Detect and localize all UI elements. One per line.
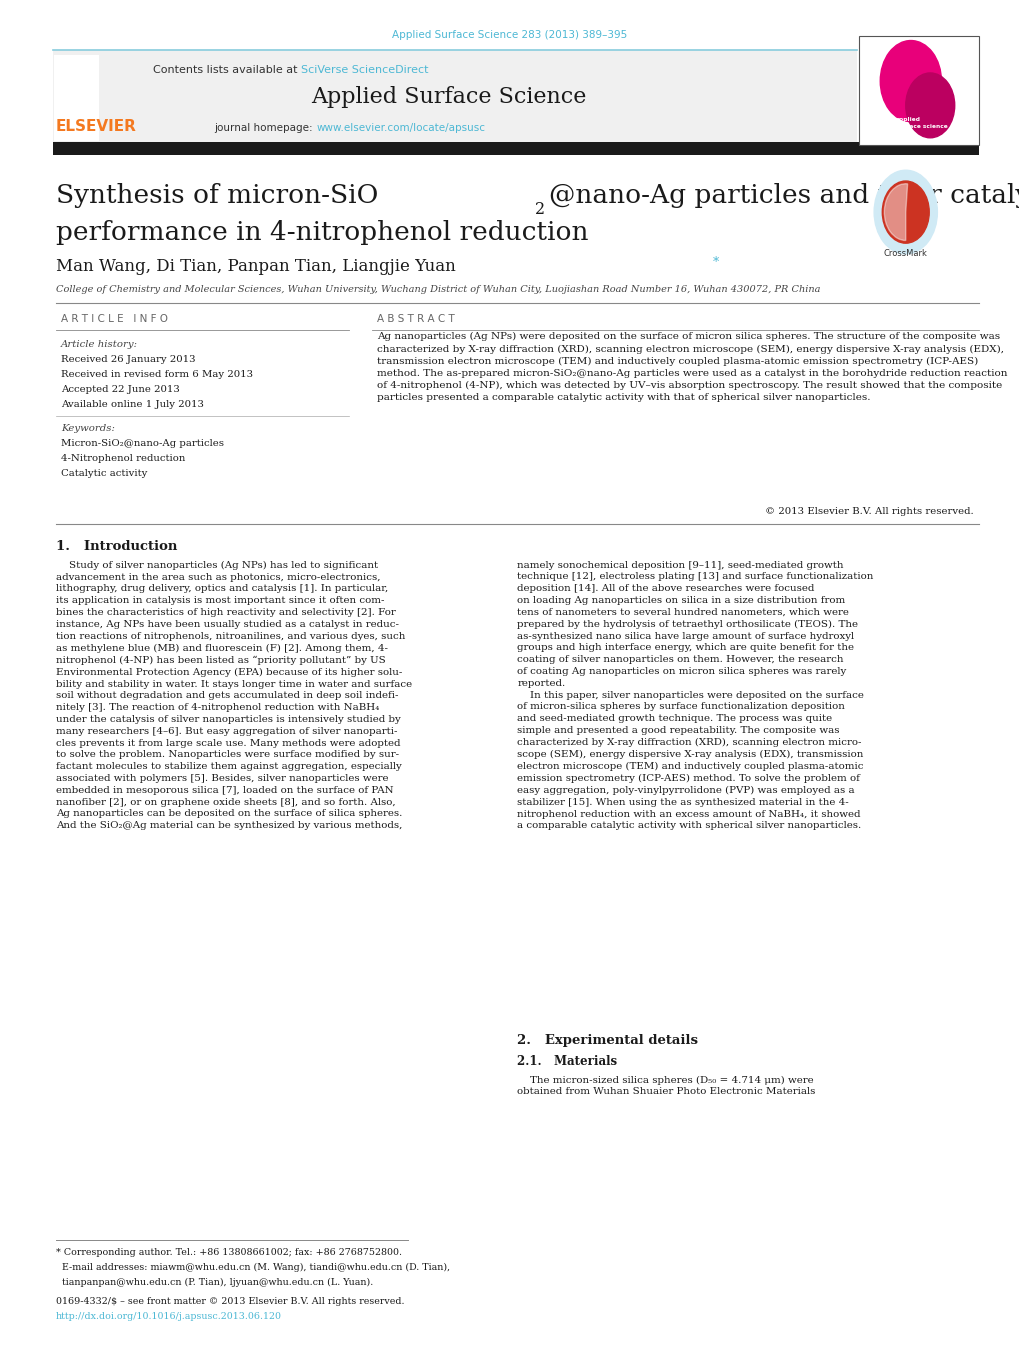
Text: tianpanpan@whu.edu.cn (P. Tian), ljyuan@whu.edu.cn (L. Yuan).: tianpanpan@whu.edu.cn (P. Tian), ljyuan@… bbox=[56, 1278, 373, 1288]
Text: Available online 1 July 2013: Available online 1 July 2013 bbox=[61, 400, 204, 409]
Text: 2.1.   Materials: 2.1. Materials bbox=[517, 1055, 616, 1069]
Text: 0169-4332/$ – see front matter © 2013 Elsevier B.V. All rights reserved.: 0169-4332/$ – see front matter © 2013 El… bbox=[56, 1297, 405, 1306]
Text: Catalytic activity: Catalytic activity bbox=[61, 469, 148, 478]
Text: The micron-sized silica spheres (D₅₀ = 4.714 μm) were
obtained from Wuhan Shuaie: The micron-sized silica spheres (D₅₀ = 4… bbox=[517, 1075, 815, 1096]
Text: A R T I C L E   I N F O: A R T I C L E I N F O bbox=[61, 313, 168, 324]
FancyBboxPatch shape bbox=[54, 55, 99, 141]
Circle shape bbox=[881, 181, 928, 243]
Text: A B S T R A C T: A B S T R A C T bbox=[377, 313, 454, 324]
Text: 2: 2 bbox=[534, 201, 544, 218]
Text: Contents lists available at: Contents lists available at bbox=[153, 65, 301, 76]
Circle shape bbox=[879, 41, 941, 122]
Text: applied
surface science: applied surface science bbox=[895, 118, 947, 128]
Text: College of Chemistry and Molecular Sciences, Wuhan University, Wuchang District : College of Chemistry and Molecular Scien… bbox=[56, 285, 820, 293]
FancyBboxPatch shape bbox=[858, 36, 978, 145]
Text: *: * bbox=[712, 255, 718, 269]
Text: E-mail addresses: miawm@whu.edu.cn (M. Wang), tiandi@whu.edu.cn (D. Tian),: E-mail addresses: miawm@whu.edu.cn (M. W… bbox=[56, 1263, 449, 1273]
Text: 2.   Experimental details: 2. Experimental details bbox=[517, 1034, 697, 1047]
Text: www.elsevier.com/locate/apsusc: www.elsevier.com/locate/apsusc bbox=[316, 123, 485, 134]
Text: Man Wang, Di Tian, Panpan Tian, Liangjie Yuan: Man Wang, Di Tian, Panpan Tian, Liangjie… bbox=[56, 258, 455, 274]
Text: Keywords:: Keywords: bbox=[61, 424, 115, 434]
Text: Accepted 22 June 2013: Accepted 22 June 2013 bbox=[61, 385, 180, 394]
FancyBboxPatch shape bbox=[53, 50, 856, 142]
Text: Received in revised form 6 May 2013: Received in revised form 6 May 2013 bbox=[61, 370, 253, 380]
Text: 1.   Introduction: 1. Introduction bbox=[56, 540, 177, 554]
Text: Ag nanoparticles (Ag NPs) were deposited on the surface of micron silica spheres: Ag nanoparticles (Ag NPs) were deposited… bbox=[377, 332, 1007, 401]
Text: ELSEVIER: ELSEVIER bbox=[56, 119, 137, 135]
Circle shape bbox=[873, 170, 936, 254]
Text: * Corresponding author. Tel.: +86 13808661002; fax: +86 2768752800.: * Corresponding author. Tel.: +86 138086… bbox=[56, 1248, 401, 1258]
Text: namely sonochemical deposition [9–11], seed-mediated growth
technique [12], elec: namely sonochemical deposition [9–11], s… bbox=[517, 561, 872, 831]
Text: Article history:: Article history: bbox=[61, 340, 138, 350]
Text: SciVerse ScienceDirect: SciVerse ScienceDirect bbox=[301, 65, 428, 76]
Text: Received 26 January 2013: Received 26 January 2013 bbox=[61, 355, 196, 365]
Text: Micron-SiO₂@nano-Ag particles: Micron-SiO₂@nano-Ag particles bbox=[61, 439, 224, 449]
Text: http://dx.doi.org/10.1016/j.apsusc.2013.06.120: http://dx.doi.org/10.1016/j.apsusc.2013.… bbox=[56, 1312, 282, 1321]
Wedge shape bbox=[883, 184, 907, 240]
Text: journal homepage:: journal homepage: bbox=[214, 123, 316, 134]
Circle shape bbox=[905, 73, 954, 138]
Text: Applied Surface Science 283 (2013) 389–395: Applied Surface Science 283 (2013) 389–3… bbox=[392, 30, 627, 41]
Text: Applied Surface Science: Applied Surface Science bbox=[311, 86, 586, 108]
FancyBboxPatch shape bbox=[53, 142, 978, 155]
Text: 4-Nitrophenol reduction: 4-Nitrophenol reduction bbox=[61, 454, 185, 463]
Text: Synthesis of micron-SiO: Synthesis of micron-SiO bbox=[56, 184, 378, 208]
Text: CrossMark: CrossMark bbox=[882, 250, 927, 258]
Text: Study of silver nanoparticles (Ag NPs) has led to significant
advancement in the: Study of silver nanoparticles (Ag NPs) h… bbox=[56, 561, 412, 831]
Text: performance in 4-nitrophenol reduction: performance in 4-nitrophenol reduction bbox=[56, 220, 588, 245]
Text: @nano-Ag particles and their catalytic: @nano-Ag particles and their catalytic bbox=[548, 184, 1019, 208]
Text: © 2013 Elsevier B.V. All rights reserved.: © 2013 Elsevier B.V. All rights reserved… bbox=[764, 507, 973, 516]
